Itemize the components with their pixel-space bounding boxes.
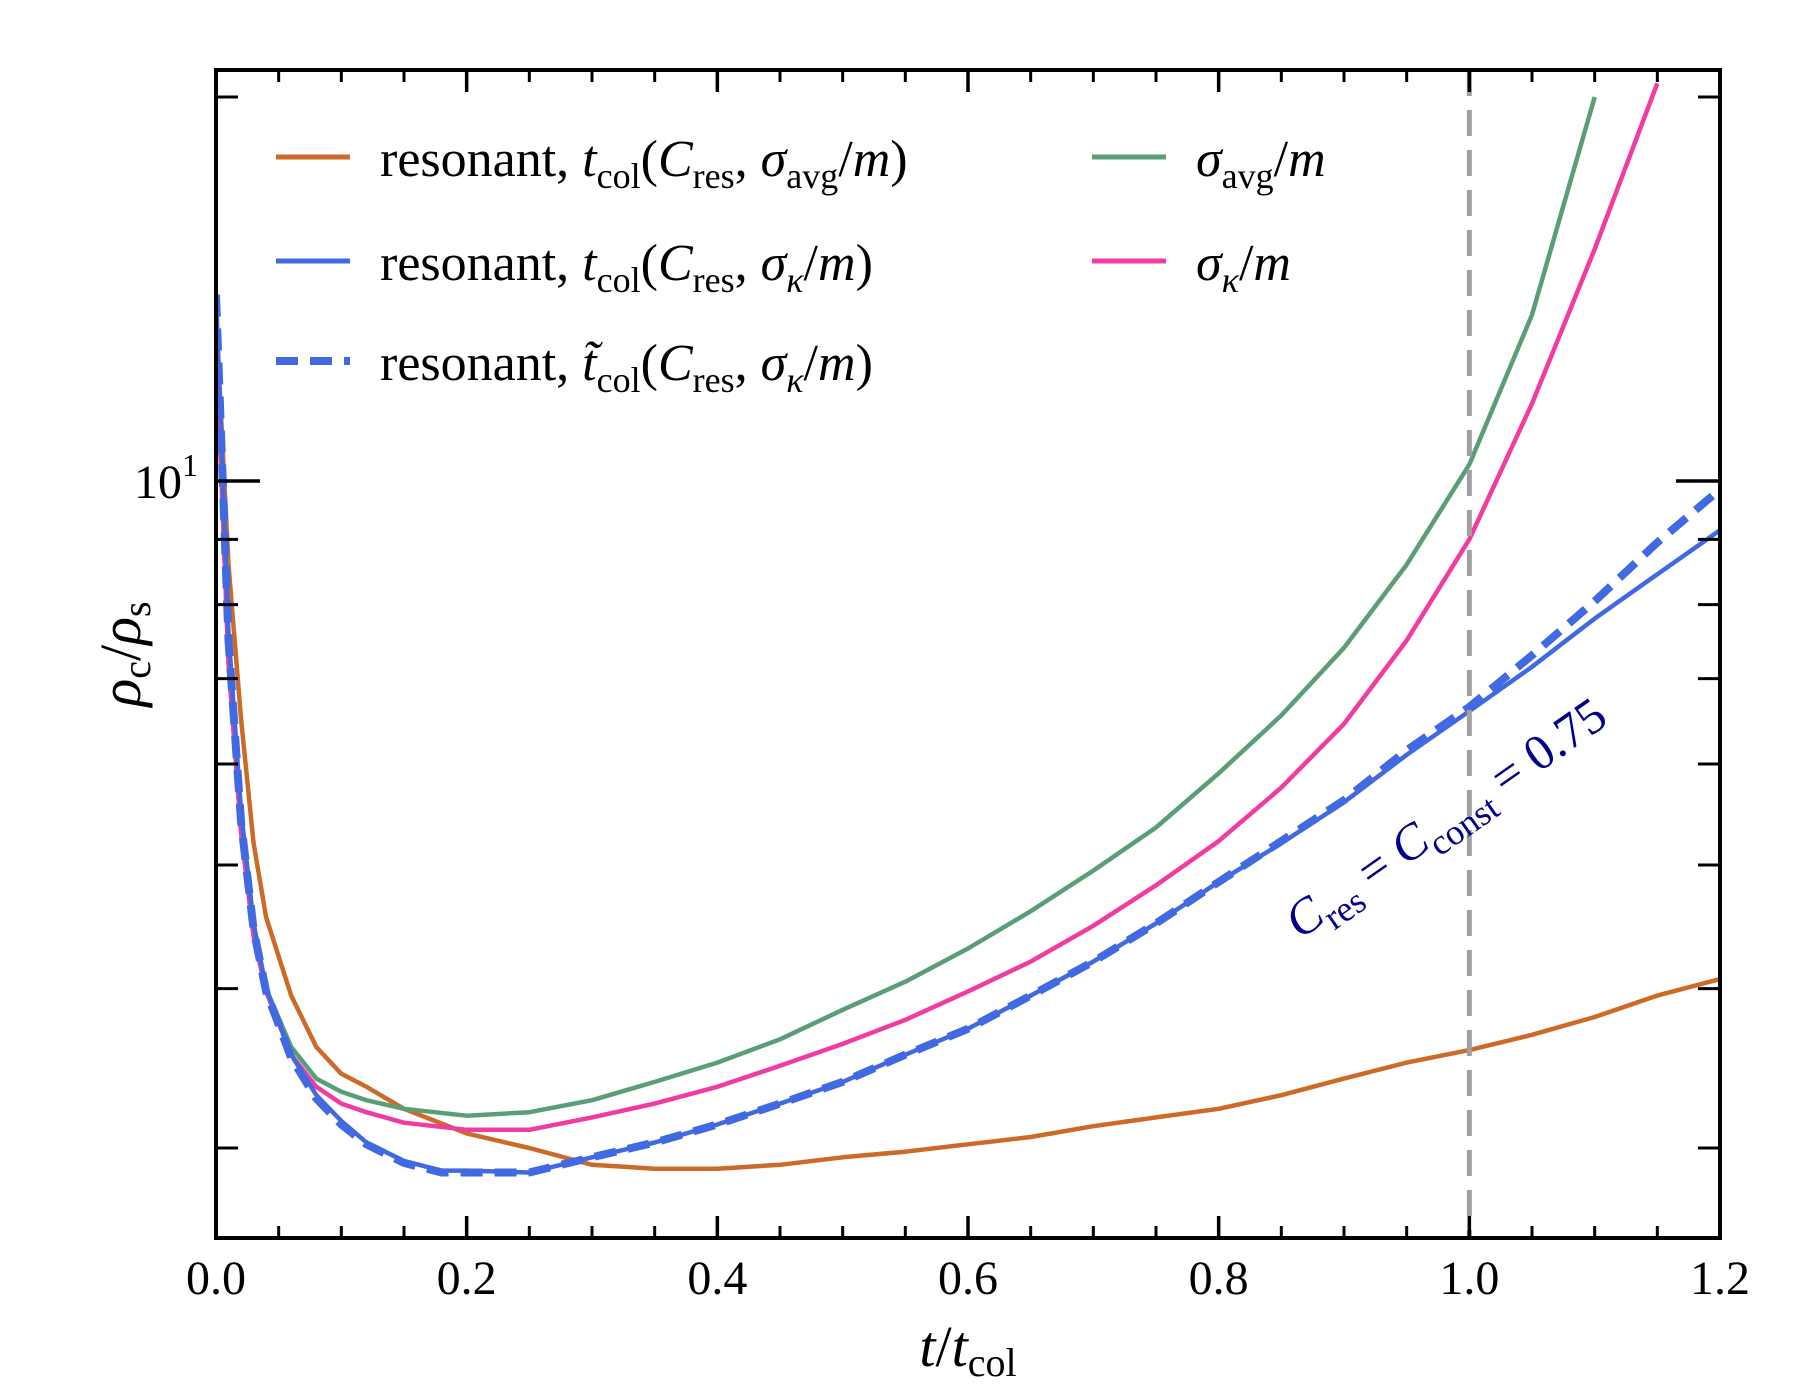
series-line-2 (216, 294, 1720, 1175)
legend: resonant, tcol(Cres, σavg/m) resonant, tc… (276, 131, 1326, 400)
x-tick-label: 1.0 (1439, 1252, 1499, 1305)
x-tick-label: 0.4 (687, 1252, 747, 1305)
series-line-1 (216, 314, 1720, 1171)
x-tick-label: 0.6 (938, 1252, 998, 1305)
legend-label: σκ/m (1196, 235, 1291, 300)
x-axis-title: t/tcol (919, 1314, 1016, 1385)
x-tick-label: 0.8 (1189, 1252, 1249, 1305)
legend-label: resonant, tcol(Cres, σavg/m) (380, 131, 908, 196)
legend-label: resonant, t̃col(Cres, σκ/m) (380, 335, 873, 400)
y-axis-title: ρc/ρs (88, 601, 159, 708)
tick-layer: 0.0 0.2 0.4 0.6 0.8 1.0 1.2 101 (134, 70, 1750, 1305)
legend-label: σavg/m (1196, 131, 1326, 196)
x-tick-label: 1.2 (1690, 1252, 1750, 1305)
series-layer (216, 82, 1720, 1177)
legend-item-resonant-t-col-c-res-m: resonant, tcol(Cres, σκ/m) (276, 235, 873, 300)
legend-item-resonant-t-col-c-res-m: resonant, t̃col(Cres, σκ/m) (276, 335, 873, 400)
x-tick-label: 0.0 (186, 1252, 246, 1305)
series-line-3 (216, 294, 1720, 1177)
y-tick-label: 101 (134, 447, 198, 509)
legend-item-m: σκ/m (1092, 235, 1291, 300)
legend-label: resonant, tcol(Cres, σκ/m) (380, 235, 873, 300)
x-tick-label: 0.2 (437, 1252, 497, 1305)
legend-item-avg-m: σavg/m (1092, 131, 1326, 196)
legend-item-resonant-t-col-c-res-avg-m: resonant, tcol(Cres, σavg/m) (276, 131, 908, 196)
